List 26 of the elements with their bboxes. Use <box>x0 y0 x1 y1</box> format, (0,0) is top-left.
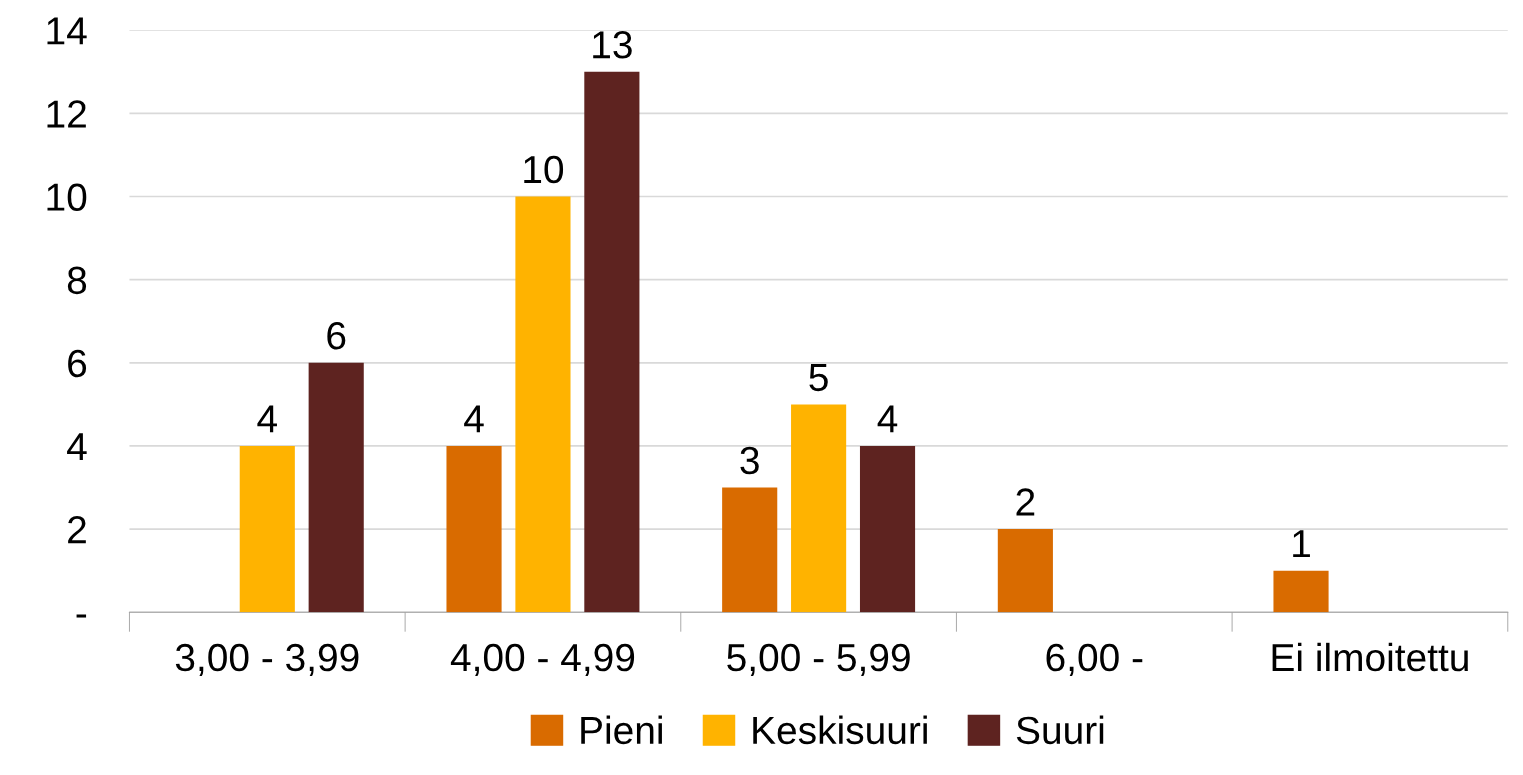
y-tick-label: 10 <box>47 183 87 211</box>
x-tick-label: 4,00 - 4,99 <box>450 643 635 676</box>
y-tick-label: 4 <box>67 433 87 461</box>
data-label: 2 <box>1016 488 1035 516</box>
y-tick-label: - <box>76 614 87 618</box>
data-label: 5 <box>809 364 828 392</box>
y-tick-label: 12 <box>47 100 86 128</box>
data-label: 4 <box>877 405 898 433</box>
data-label: 10 <box>524 155 564 184</box>
y-tick-label: 14 <box>47 17 87 45</box>
data-label: 3 <box>740 446 759 475</box>
x-tick-label: 3,00 - 3,99 <box>175 643 359 676</box>
data-label: 6 <box>327 322 346 350</box>
legend-label: Keskisuuri <box>753 715 927 745</box>
data-label: 4 <box>464 405 484 433</box>
y-tick-label: 2 <box>68 516 86 544</box>
x-tick-label: Ei ilmoitettu <box>1272 642 1468 672</box>
legend-label: Pieni <box>581 715 662 745</box>
data-label: 4 <box>257 405 277 433</box>
data-label: 13 <box>593 31 632 59</box>
y-tick-label: 6 <box>68 349 87 378</box>
data-label: 1 <box>1293 530 1310 558</box>
legend-label: Suuri <box>1016 715 1104 745</box>
x-tick-label: 5,00 - 5,99 <box>727 643 910 676</box>
y-tick-label: 8 <box>67 266 87 295</box>
x-tick-label: 6,00 - <box>1046 643 1143 676</box>
